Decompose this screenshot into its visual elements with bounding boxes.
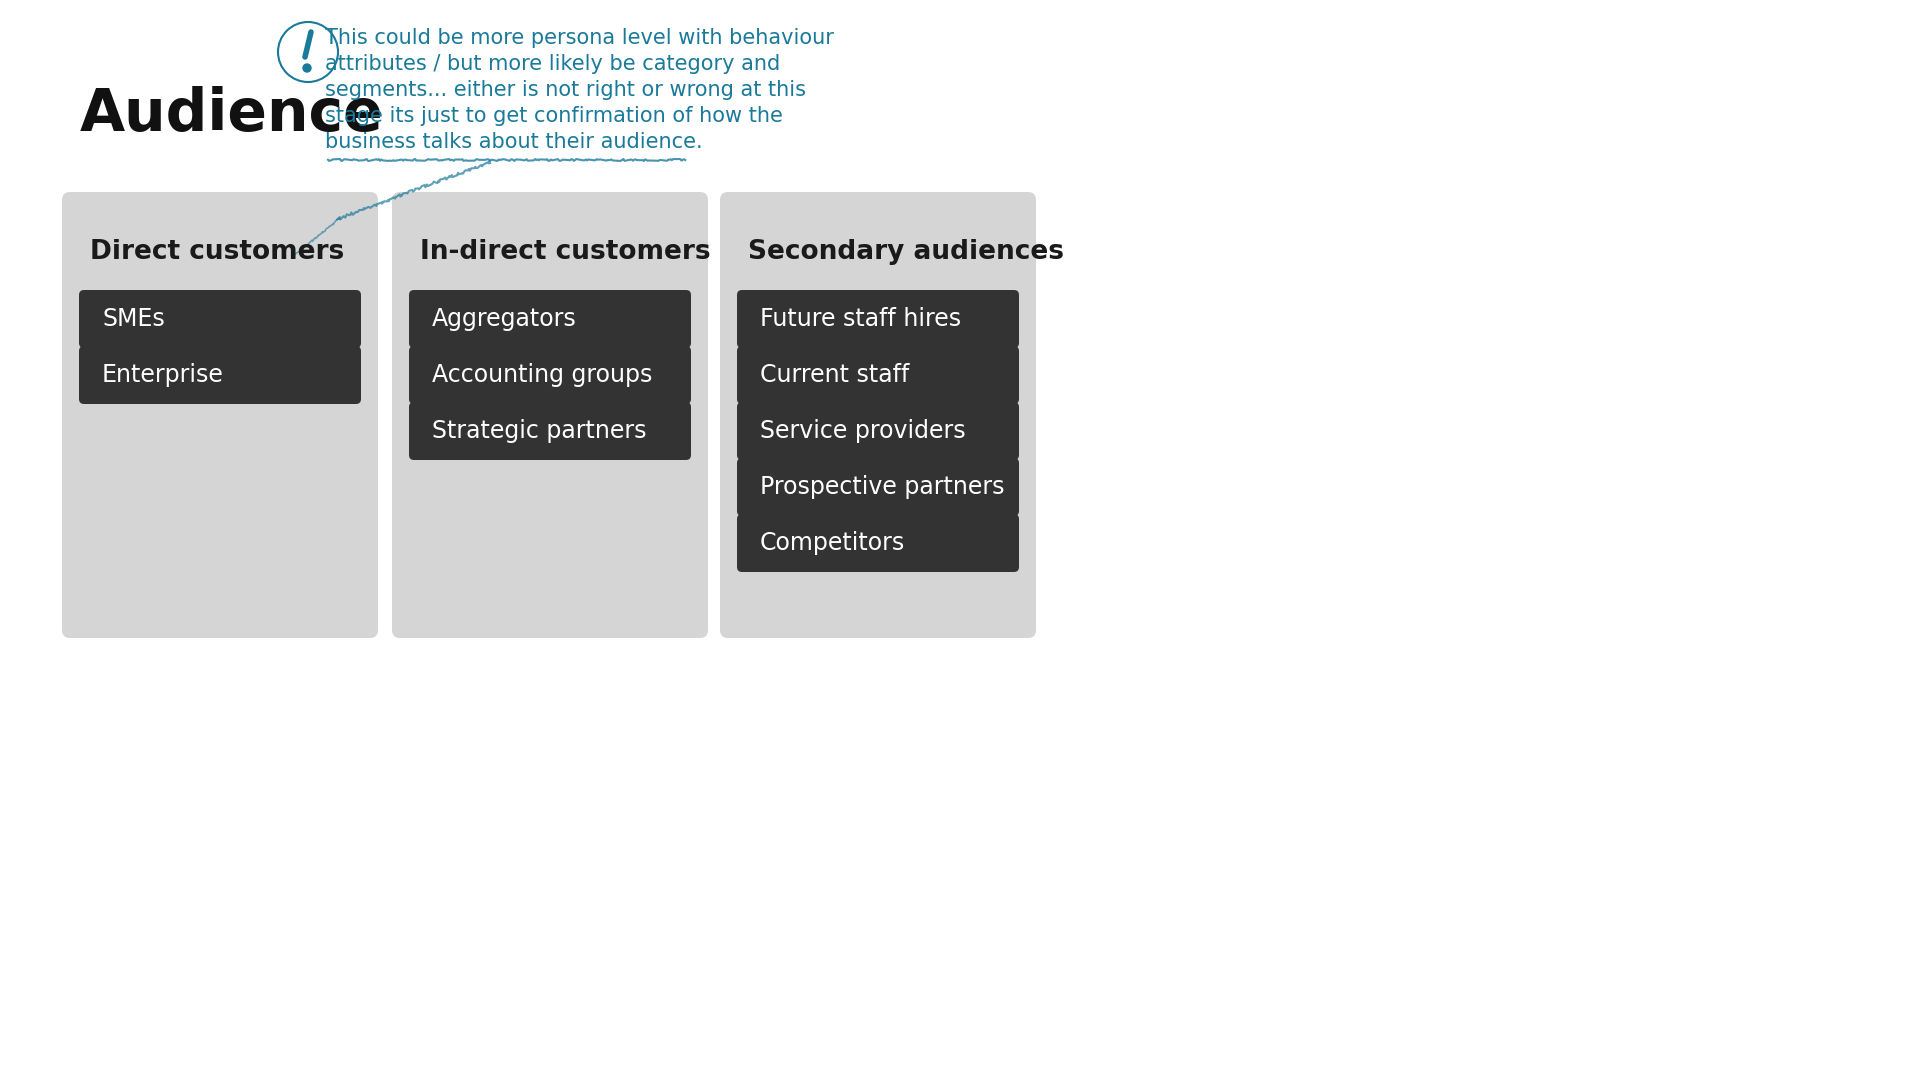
Text: segments... either is not right or wrong at this: segments... either is not right or wrong… (324, 80, 806, 100)
Text: This could be more persona level with behaviour: This could be more persona level with be… (324, 28, 833, 48)
Text: Secondary audiences: Secondary audiences (749, 239, 1064, 265)
Circle shape (303, 64, 311, 72)
FancyBboxPatch shape (720, 192, 1037, 638)
Text: Audience: Audience (81, 86, 384, 144)
FancyBboxPatch shape (737, 458, 1020, 516)
FancyBboxPatch shape (737, 402, 1020, 460)
Text: stage its just to get confirmation of how the: stage its just to get confirmation of ho… (324, 106, 783, 126)
Text: In-direct customers: In-direct customers (420, 239, 710, 265)
FancyBboxPatch shape (737, 514, 1020, 572)
FancyBboxPatch shape (79, 346, 361, 404)
FancyBboxPatch shape (737, 346, 1020, 404)
FancyBboxPatch shape (61, 192, 378, 638)
Text: Enterprise: Enterprise (102, 363, 225, 387)
Text: Service providers: Service providers (760, 419, 966, 443)
Text: Accounting groups: Accounting groups (432, 363, 653, 387)
FancyBboxPatch shape (737, 291, 1020, 348)
Text: Current staff: Current staff (760, 363, 910, 387)
Text: Prospective partners: Prospective partners (760, 475, 1004, 499)
Text: SMEs: SMEs (102, 307, 165, 330)
FancyBboxPatch shape (409, 291, 691, 348)
Text: Strategic partners: Strategic partners (432, 419, 647, 443)
Text: Competitors: Competitors (760, 531, 904, 555)
Text: business talks about their audience.: business talks about their audience. (324, 132, 703, 152)
FancyBboxPatch shape (409, 402, 691, 460)
FancyBboxPatch shape (392, 192, 708, 638)
FancyBboxPatch shape (79, 291, 361, 348)
Text: Future staff hires: Future staff hires (760, 307, 962, 330)
Text: Direct customers: Direct customers (90, 239, 344, 265)
FancyBboxPatch shape (409, 346, 691, 404)
Text: attributes / but more likely be category and: attributes / but more likely be category… (324, 54, 780, 75)
Text: Aggregators: Aggregators (432, 307, 576, 330)
